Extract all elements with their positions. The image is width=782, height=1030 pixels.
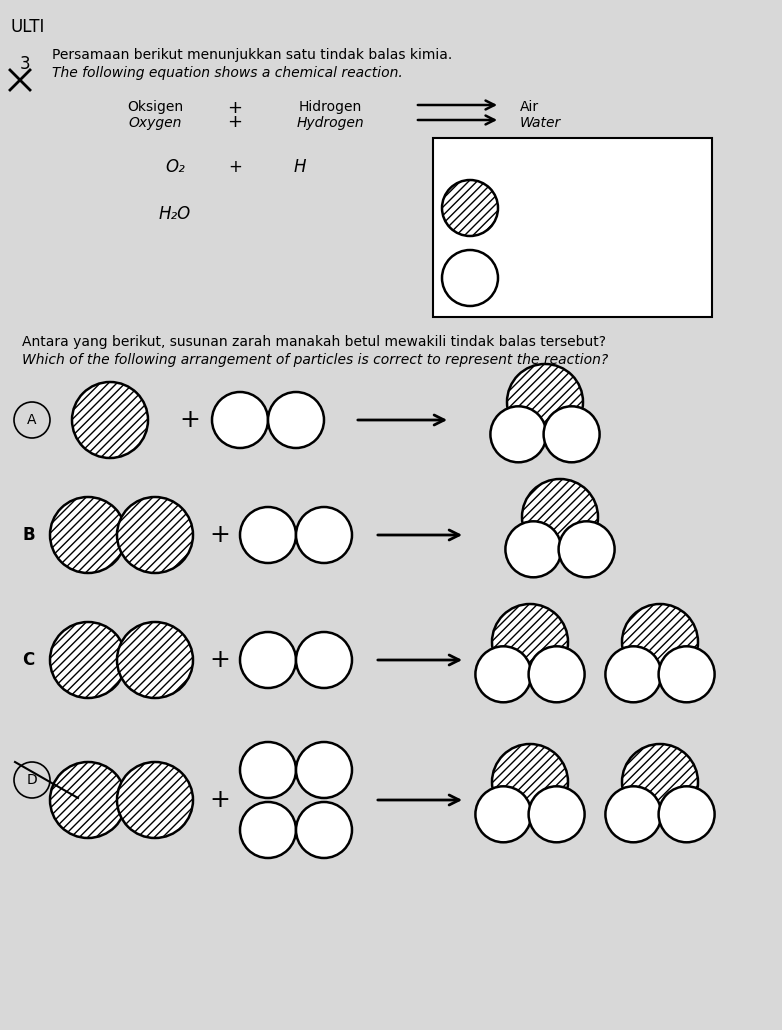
Circle shape [240, 632, 296, 688]
Text: O₂: O₂ [165, 158, 185, 176]
Text: +: + [228, 158, 242, 176]
Circle shape [296, 507, 352, 563]
Circle shape [442, 250, 498, 306]
Text: A: A [27, 413, 37, 427]
Circle shape [622, 604, 698, 680]
FancyBboxPatch shape [433, 138, 712, 317]
Circle shape [658, 786, 715, 843]
Circle shape [658, 646, 715, 702]
Text: Hidrogen: Hidrogen [299, 100, 361, 114]
Text: Antara yang berikut, susunan zarah manakah betul mewakili tindak balas tersebut?: Antara yang berikut, susunan zarah manak… [22, 335, 606, 349]
Circle shape [268, 392, 324, 448]
Circle shape [475, 786, 532, 843]
Text: +: + [210, 788, 231, 812]
Text: Persamaan berikut menunjukkan satu tindak balas kimia.: Persamaan berikut menunjukkan satu tinda… [52, 48, 452, 62]
Circle shape [50, 622, 126, 698]
Text: Hydrogen: Hydrogen [296, 116, 364, 130]
Circle shape [522, 479, 598, 555]
Circle shape [507, 364, 583, 440]
Circle shape [212, 392, 268, 448]
Text: ULTI: ULTI [10, 18, 45, 36]
Text: Air: Air [520, 100, 539, 114]
Circle shape [240, 802, 296, 858]
Circle shape [605, 646, 662, 702]
Circle shape [442, 180, 498, 236]
Circle shape [50, 497, 126, 573]
Circle shape [50, 762, 126, 838]
Text: +: + [180, 408, 200, 432]
Circle shape [543, 406, 600, 462]
Text: Hidrogen: Hidrogen [510, 267, 573, 281]
Circle shape [605, 786, 662, 843]
Text: B: B [22, 526, 34, 544]
Circle shape [492, 744, 568, 820]
Text: The following equation shows a chemical reaction.: The following equation shows a chemical … [52, 66, 403, 80]
Circle shape [296, 802, 352, 858]
Text: Oxygen: Oxygen [510, 213, 563, 227]
Text: Water: Water [520, 116, 561, 130]
Text: Which of the following arrangement of particles is correct to represent the reac: Which of the following arrangement of pa… [22, 353, 608, 367]
Circle shape [558, 521, 615, 577]
Text: +: + [228, 99, 242, 117]
Circle shape [622, 744, 698, 820]
Circle shape [240, 507, 296, 563]
Text: 3: 3 [20, 55, 30, 73]
Circle shape [490, 406, 547, 462]
Text: Oksigen: Oksigen [127, 100, 183, 114]
Circle shape [117, 762, 193, 838]
Text: Oksigen: Oksigen [510, 197, 566, 211]
Circle shape [72, 382, 148, 458]
Text: Petunjuk / Key:: Petunjuk / Key: [445, 152, 564, 166]
Text: H₂O: H₂O [159, 205, 191, 224]
Circle shape [240, 742, 296, 798]
Circle shape [296, 742, 352, 798]
Text: Hydrogen: Hydrogen [510, 283, 578, 297]
Text: +: + [210, 523, 231, 547]
Text: Oxygen: Oxygen [128, 116, 181, 130]
Circle shape [505, 521, 561, 577]
Text: +: + [210, 648, 231, 672]
Circle shape [529, 786, 585, 843]
Circle shape [475, 646, 532, 702]
Text: +: + [228, 113, 242, 131]
Text: H: H [294, 158, 307, 176]
Circle shape [296, 632, 352, 688]
Circle shape [492, 604, 568, 680]
Circle shape [529, 646, 585, 702]
Text: D: D [27, 772, 38, 787]
Text: C: C [22, 651, 34, 670]
Circle shape [117, 497, 193, 573]
Circle shape [117, 622, 193, 698]
